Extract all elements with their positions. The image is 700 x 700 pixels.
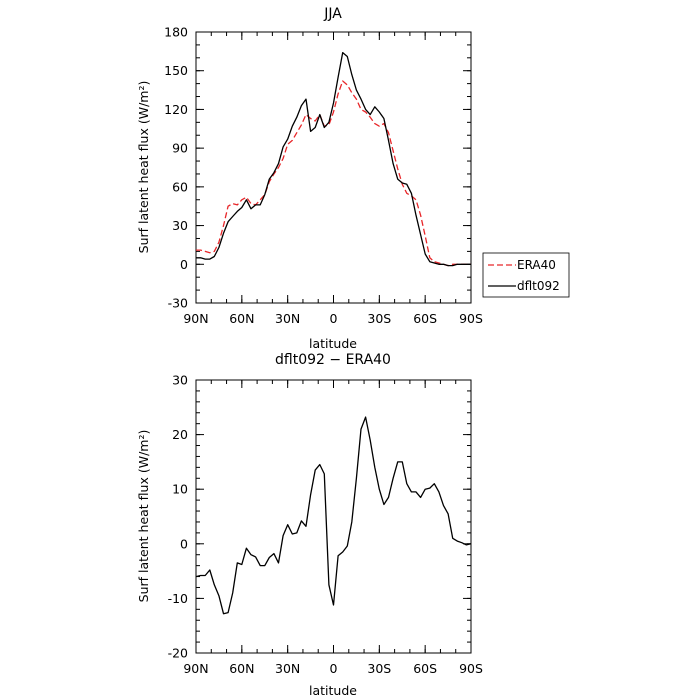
y-axis-label: Surf latent heat flux (W/m²) — [136, 81, 151, 254]
legend-box — [482, 252, 570, 298]
x-tick-label: 30N — [275, 311, 300, 326]
x-tick-label: 0 — [330, 661, 338, 676]
legend-label-era40: ERA40 — [517, 258, 556, 272]
y-tick-label: -30 — [168, 296, 188, 311]
axis-ticks — [195, 31, 472, 304]
y-tick-label: 30 — [172, 218, 188, 233]
x-tick-label: 60S — [413, 661, 437, 676]
x-tick-labels: 90N 60N 30N 0 30S 60S 90S — [183, 311, 483, 326]
series-group — [196, 51, 471, 267]
x-tick-label: 90S — [459, 661, 483, 676]
chart-panel-bottom: dflt092 − ERA40 90N 60N 30N 0 30S 60S 90S -20-… — [136, 352, 483, 698]
y-tick-label: -20 — [168, 646, 188, 661]
x-axis-label: latitude — [309, 683, 357, 698]
x-tick-label: 60S — [413, 311, 437, 326]
x-tick-label: 30S — [367, 311, 391, 326]
y-tick-label: 30 — [172, 373, 188, 388]
x-tick-label: 0 — [330, 311, 338, 326]
axis-ticks — [195, 379, 472, 654]
x-tick-label: 30N — [275, 661, 300, 676]
legend: ERA40 dflt092 — [482, 252, 570, 298]
plot-frame — [195, 379, 472, 654]
chart-panel-top: JJA 90N 60N 30N 0 30S 60S 90S -30 0 30 60 90 120 150… — [136, 6, 570, 351]
y-tick-labels: -20 -10 0 10 20 30 — [168, 373, 188, 661]
x-tick-label: 30S — [367, 661, 391, 676]
legend-label-dflt092: dflt092 — [517, 279, 560, 293]
y-tick-label: 10 — [172, 482, 188, 497]
y-tick-label: 60 — [172, 179, 188, 194]
x-axis-label: latitude — [309, 336, 357, 351]
y-tick-label: -10 — [168, 591, 188, 606]
x-tick-label: 90S — [459, 311, 483, 326]
x-tick-label: 90N — [183, 311, 208, 326]
y-tick-label: 0 — [180, 257, 188, 272]
series-line-era40 — [196, 80, 471, 267]
y-tick-label: 120 — [164, 102, 188, 117]
series-line-dflt092 — [196, 51, 471, 267]
y-tick-label: 150 — [164, 63, 188, 78]
chart-title: dflt092 − ERA40 — [275, 352, 391, 368]
x-tick-label: 90N — [183, 661, 208, 676]
y-tick-labels: -30 0 30 60 90 120 150 180 — [164, 25, 188, 311]
x-tick-label: 60N — [229, 661, 254, 676]
y-tick-label: 180 — [164, 25, 188, 40]
series-group — [195, 416, 472, 615]
y-tick-label: 20 — [172, 427, 188, 442]
y-tick-label: 90 — [172, 141, 188, 156]
x-tick-labels: 90N 60N 30N 0 30S 60S 90S — [183, 661, 483, 676]
series-line-difference — [195, 416, 472, 615]
x-tick-label: 60N — [229, 311, 254, 326]
y-tick-label: 0 — [180, 536, 188, 551]
chart-title: JJA — [323, 6, 342, 22]
y-axis-label: Surf latent heat flux (W/m²) — [136, 430, 151, 603]
